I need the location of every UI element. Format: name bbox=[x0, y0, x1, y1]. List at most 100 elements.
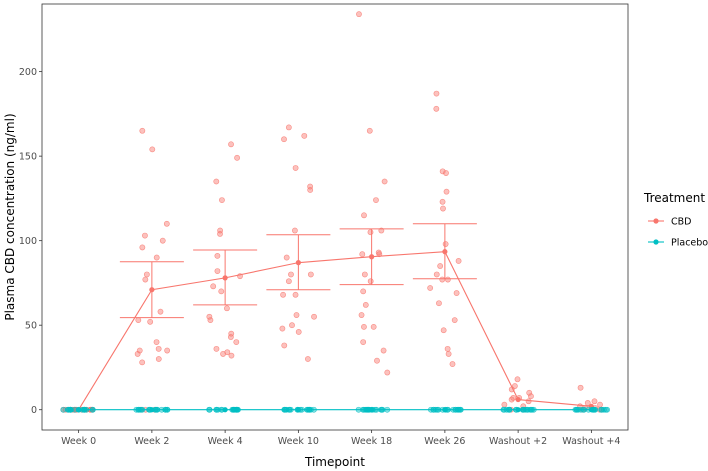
data-point bbox=[443, 188, 450, 195]
data-point bbox=[449, 361, 456, 367]
data-point bbox=[307, 271, 314, 278]
data-point bbox=[147, 318, 154, 325]
data-point bbox=[370, 323, 377, 330]
data-point bbox=[367, 229, 374, 236]
data-point bbox=[214, 268, 221, 274]
data-point bbox=[440, 205, 446, 212]
data-point bbox=[139, 359, 146, 366]
data-point bbox=[384, 369, 391, 376]
data-point bbox=[361, 323, 367, 330]
legend: Treatment CBD Placebo bbox=[643, 191, 708, 249]
data-point bbox=[291, 227, 298, 234]
mean-point bbox=[76, 407, 82, 413]
data-point bbox=[218, 288, 225, 295]
data-point bbox=[358, 312, 365, 318]
mean-point bbox=[149, 287, 155, 293]
y-tick-label: 150 bbox=[19, 152, 37, 163]
mean-point bbox=[369, 254, 375, 260]
data-point bbox=[283, 254, 290, 261]
mean-point bbox=[222, 275, 228, 281]
data-point bbox=[455, 258, 462, 264]
data-point bbox=[305, 356, 311, 362]
data-point bbox=[149, 146, 156, 153]
x-tick-label: Week 2 bbox=[134, 436, 169, 447]
data-point bbox=[233, 339, 240, 345]
data-point bbox=[501, 401, 508, 408]
data-point bbox=[526, 389, 533, 396]
mean-point bbox=[295, 407, 301, 413]
mean-point bbox=[295, 260, 301, 266]
data-point bbox=[436, 300, 442, 307]
x-axis-title: Timepoint bbox=[304, 455, 365, 469]
mean-point bbox=[515, 396, 521, 403]
data-point bbox=[219, 197, 225, 203]
mean-point bbox=[442, 249, 448, 255]
data-marks-layer bbox=[60, 11, 610, 413]
data-point bbox=[134, 351, 141, 357]
data-point bbox=[228, 141, 234, 148]
data-point bbox=[380, 347, 387, 354]
data-point bbox=[301, 132, 308, 139]
data-point bbox=[307, 187, 314, 193]
y-tick-label: 0 bbox=[31, 405, 37, 416]
data-point bbox=[362, 302, 369, 308]
data-point bbox=[224, 305, 230, 312]
data-point bbox=[591, 398, 598, 405]
data-point bbox=[373, 197, 379, 203]
data-point bbox=[427, 285, 434, 291]
data-point bbox=[577, 384, 584, 391]
data-point bbox=[361, 271, 368, 278]
data-point bbox=[366, 127, 373, 134]
data-point bbox=[213, 345, 220, 352]
data-point bbox=[433, 271, 440, 278]
mean-point bbox=[515, 407, 521, 413]
data-point bbox=[311, 313, 317, 320]
data-point bbox=[439, 276, 446, 283]
data-point bbox=[514, 376, 521, 383]
data-point bbox=[367, 278, 374, 285]
mean-line bbox=[78, 251, 592, 411]
plot-panel bbox=[41, 3, 629, 431]
data-point bbox=[281, 342, 288, 349]
data-point bbox=[227, 334, 234, 340]
data-point bbox=[444, 345, 451, 352]
legend-title: Treatment bbox=[643, 191, 705, 205]
data-point bbox=[136, 347, 143, 354]
data-point bbox=[442, 241, 449, 247]
mean-point bbox=[369, 407, 375, 413]
legend-label: CBD bbox=[671, 217, 691, 228]
data-point bbox=[293, 312, 300, 318]
data-point bbox=[525, 398, 532, 405]
mean-point bbox=[222, 407, 228, 413]
data-point bbox=[292, 165, 299, 171]
data-point bbox=[433, 90, 440, 97]
series-placebo bbox=[60, 406, 610, 413]
data-point bbox=[142, 276, 149, 283]
data-point bbox=[451, 317, 458, 324]
x-tick-label: Week 18 bbox=[351, 436, 392, 447]
data-point bbox=[135, 317, 142, 324]
data-point bbox=[206, 313, 213, 320]
data-point bbox=[60, 406, 67, 413]
data-point bbox=[360, 288, 367, 295]
data-point bbox=[381, 178, 388, 185]
data-point bbox=[153, 254, 160, 261]
data-point bbox=[510, 394, 517, 401]
data-point bbox=[288, 271, 294, 278]
data-point bbox=[433, 105, 440, 112]
data-point bbox=[445, 351, 452, 357]
data-point bbox=[155, 345, 162, 352]
data-point bbox=[213, 178, 220, 185]
data-point bbox=[292, 291, 299, 298]
axes-layer: 0 50 100 150 200 Week 0 Week 2 Week 4 Week 10 Wee… bbox=[19, 67, 621, 447]
data-point bbox=[139, 244, 146, 251]
data-point bbox=[234, 154, 240, 161]
data-point bbox=[157, 308, 164, 315]
data-point bbox=[440, 327, 447, 334]
y-tick-label: 50 bbox=[25, 321, 37, 332]
data-point bbox=[285, 278, 292, 285]
data-point bbox=[155, 356, 162, 362]
data-point bbox=[139, 127, 146, 134]
data-point bbox=[601, 406, 607, 413]
mean-point bbox=[588, 407, 594, 413]
